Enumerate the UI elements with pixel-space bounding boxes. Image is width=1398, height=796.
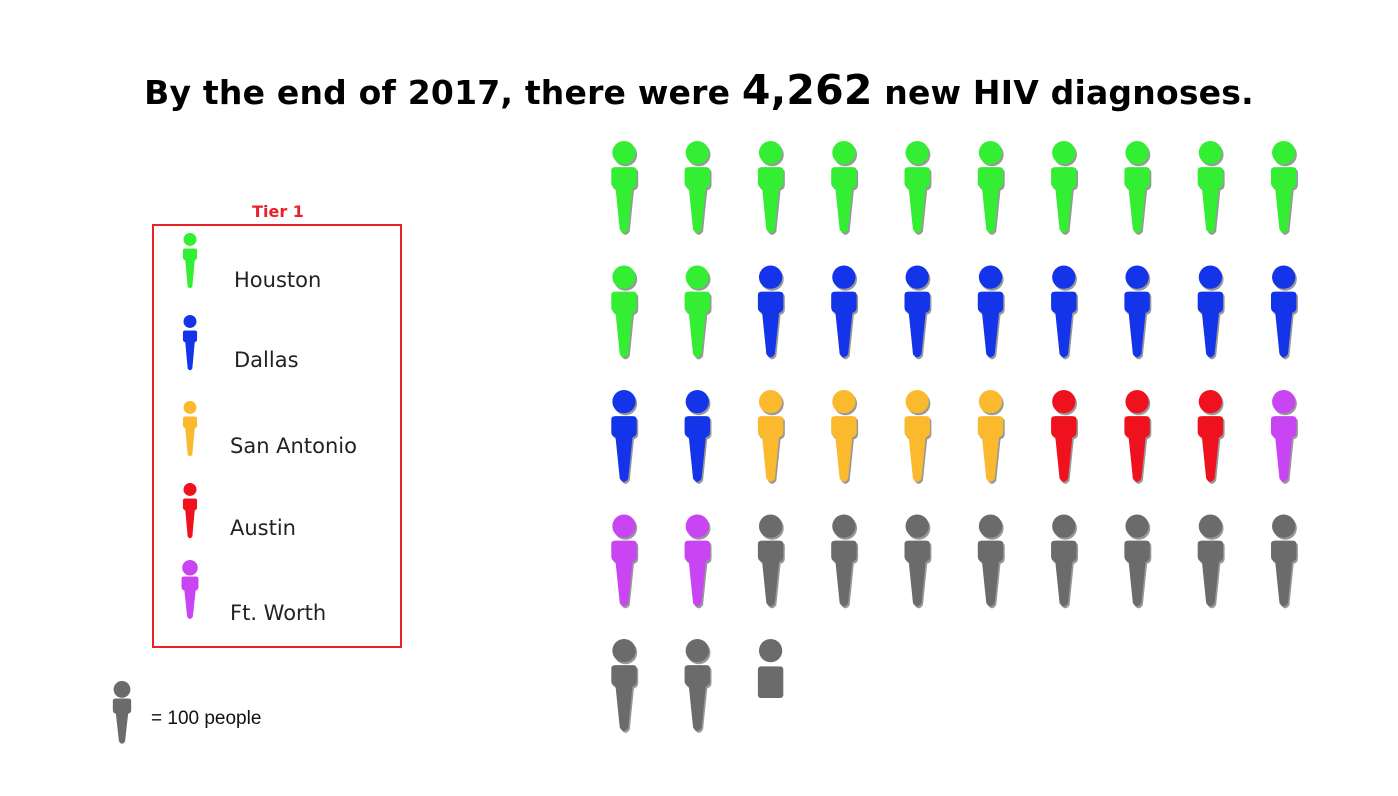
pictogram-icon-houston-10: [1270, 141, 1298, 235]
pictogram-icon-other-9: [611, 639, 639, 733]
pictogram-icon-dallas-1: [757, 265, 785, 360]
person-icon: [182, 483, 198, 539]
chart-title: By the end of 2017, there were 4,262 new…: [0, 66, 1398, 114]
pictogram-icon-dallas-2: [831, 265, 859, 360]
title-prefix: By the end of 2017, there were: [144, 73, 731, 112]
scale-person: [112, 681, 132, 744]
pictogram-icon-dallas-6: [1124, 265, 1152, 360]
legend: Houston Dallas San Antonio Austin Ft. Worth: [152, 224, 402, 648]
legend-person-houston: [182, 233, 198, 289]
legend-heading: Tier 1: [252, 202, 304, 221]
legend-label-houston: Houston: [234, 268, 322, 292]
pictogram-icon-houston-8: [1124, 141, 1152, 235]
pictogram-icon-austin-1: [1051, 390, 1079, 484]
pictogram-icon-houston-1: [611, 141, 639, 235]
pictogram-icon-ft-worth-3: [684, 514, 712, 609]
legend-person-austin: [182, 483, 198, 539]
pictogram-icon-other-4: [977, 514, 1005, 609]
pictogram-icon-other-1: [757, 514, 785, 609]
pictogram-icon-houston-7: [1051, 141, 1079, 235]
person-icon: [182, 315, 198, 371]
legend-person-dallas: [182, 315, 198, 371]
pictogram-icon-houston-5: [904, 141, 932, 235]
pictogram-icon-other-partial: [757, 639, 784, 698]
legend-label-austin: Austin: [230, 516, 296, 540]
pictogram-icon-san-antonio-3: [904, 390, 932, 484]
pictogram-icon-dallas-5: [1051, 265, 1079, 360]
legend-person-san-antonio: [182, 401, 198, 457]
title-suffix: new HIV diagnoses.: [884, 73, 1254, 112]
pictogram-icon-other-7: [1197, 514, 1225, 609]
pictogram-icon-houston-2: [684, 141, 712, 235]
pictogram-icon-other-3: [904, 514, 932, 609]
pictogram-icon-other-8: [1270, 514, 1298, 609]
pictogram-icon-other-6: [1124, 514, 1152, 609]
pictogram-icon-dallas-9: [611, 390, 639, 484]
pictogram-icon-houston-11: [611, 265, 639, 360]
pictogram-icon-dallas-4: [977, 265, 1005, 360]
pictogram-icon-houston-6: [977, 141, 1005, 235]
pictogram-icon-austin-2: [1124, 390, 1152, 484]
pictogram-icon-san-antonio-1: [757, 390, 785, 484]
pictogram-icon-san-antonio-2: [831, 390, 859, 484]
pictogram-icon-houston-3: [757, 141, 785, 235]
pictogram-icon-ft-worth-1: [1270, 390, 1298, 484]
legend-person-ft-worth: [181, 560, 199, 619]
legend-label-san-antonio: San Antonio: [230, 434, 357, 458]
pictogram-icon-austin-3: [1197, 390, 1225, 484]
pictogram-icon-ft-worth-2: [611, 514, 639, 609]
pictogram-icon-other-10: [684, 639, 712, 733]
person-icon: [182, 401, 198, 457]
pictogram-icon-other-2: [831, 514, 859, 609]
pictogram-icon-dallas-10: [684, 390, 712, 484]
pictogram-icon-houston-9: [1197, 141, 1225, 235]
person-icon: [182, 233, 198, 289]
scale-label: = 100 people: [151, 708, 262, 729]
pictogram-icon-other-5: [1051, 514, 1079, 609]
pictogram-icon-dallas-8: [1270, 265, 1298, 360]
pictogram-icon-dallas-7: [1197, 265, 1225, 360]
legend-label-ft-worth: Ft. Worth: [230, 601, 327, 625]
pictogram-icon-houston-4: [831, 141, 859, 235]
pictogram-icon-san-antonio-4: [977, 390, 1005, 484]
legend-label-dallas: Dallas: [234, 348, 299, 372]
scale-note: = 100 people: [105, 678, 305, 748]
pictogram-icon-dallas-3: [904, 265, 932, 360]
pictogram-icon-houston-12: [684, 265, 712, 360]
person-icon: [181, 560, 199, 619]
scale-person-icon: [112, 681, 132, 744]
title-highlight-number: 4,262: [741, 66, 873, 114]
